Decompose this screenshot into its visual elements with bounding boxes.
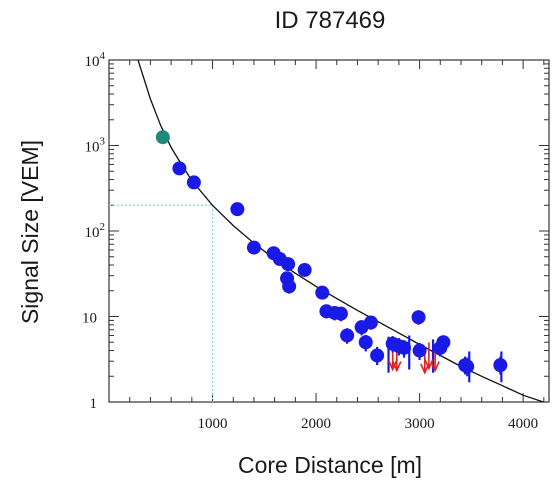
y-tick-label: 1 (90, 396, 98, 412)
station-point (460, 359, 475, 374)
y-axis-label: Signal Size [VEM] (17, 140, 43, 324)
station-point (281, 257, 296, 272)
x-tick-label: 1000 (198, 416, 228, 432)
station-point (172, 161, 187, 176)
x-tick-label: 3000 (405, 416, 435, 432)
plot-content (109, 60, 546, 402)
station-point (412, 343, 427, 358)
fit-curve (137, 60, 546, 402)
station-point (397, 340, 412, 355)
station-point (333, 306, 348, 321)
station-point (436, 335, 451, 350)
station-point (186, 175, 201, 190)
y-tick-label: 103 (85, 136, 106, 156)
station-point (315, 285, 330, 300)
plot-area: 1000 2000 3000 4000 1 10 102 103 104 (82, 50, 550, 432)
station-point (370, 348, 385, 363)
station-point (363, 315, 378, 330)
x-axis-label: Core Distance [m] (238, 452, 422, 478)
y-tick-label: 10 (82, 311, 97, 327)
upper-limit-arrow (430, 361, 440, 373)
station-point (230, 202, 245, 217)
upper-limit-arrow (387, 360, 398, 372)
upper-limit-arrow (392, 361, 402, 373)
station-point (358, 335, 373, 350)
station-point (246, 240, 261, 255)
station-point (411, 310, 426, 325)
x-tick-label: 4000 (508, 416, 538, 432)
plot-frame (108, 59, 550, 403)
highlighted-station-point (155, 130, 170, 145)
station-point (340, 328, 355, 343)
x-tick-label: 2000 (301, 416, 331, 432)
station-point (297, 262, 312, 277)
y-tick-label: 104 (85, 50, 106, 70)
chart-title: ID 787469 (275, 7, 386, 34)
station-point (493, 358, 508, 373)
y-tick-label: 102 (85, 221, 106, 241)
station-point (282, 279, 297, 294)
